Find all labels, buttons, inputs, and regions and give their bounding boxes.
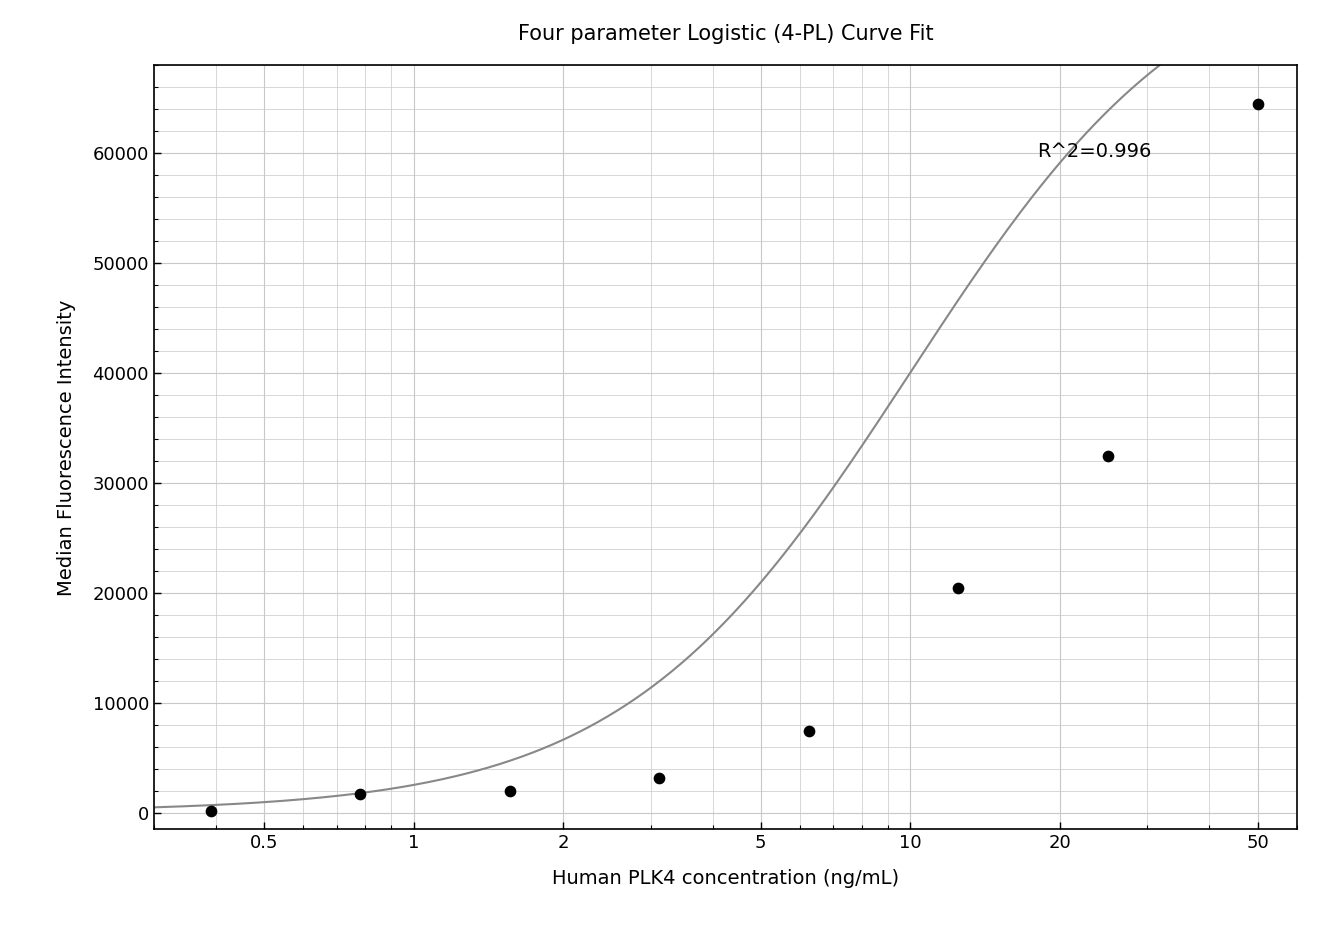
X-axis label: Human PLK4 concentration (ng/mL): Human PLK4 concentration (ng/mL) (552, 869, 898, 888)
Text: R^2=0.996: R^2=0.996 (1038, 143, 1151, 161)
Y-axis label: Median Fluorescence Intensity: Median Fluorescence Intensity (56, 299, 76, 596)
Point (499, 784, 520, 799)
Point (948, 580, 969, 595)
Point (1098, 448, 1119, 463)
Point (201, 803, 222, 818)
Title: Four parameter Logistic (4-PL) Curve Fit: Four parameter Logistic (4-PL) Curve Fit (517, 24, 933, 44)
Point (1247, 96, 1269, 111)
Point (798, 723, 820, 738)
Point (349, 787, 370, 802)
Point (648, 771, 670, 786)
